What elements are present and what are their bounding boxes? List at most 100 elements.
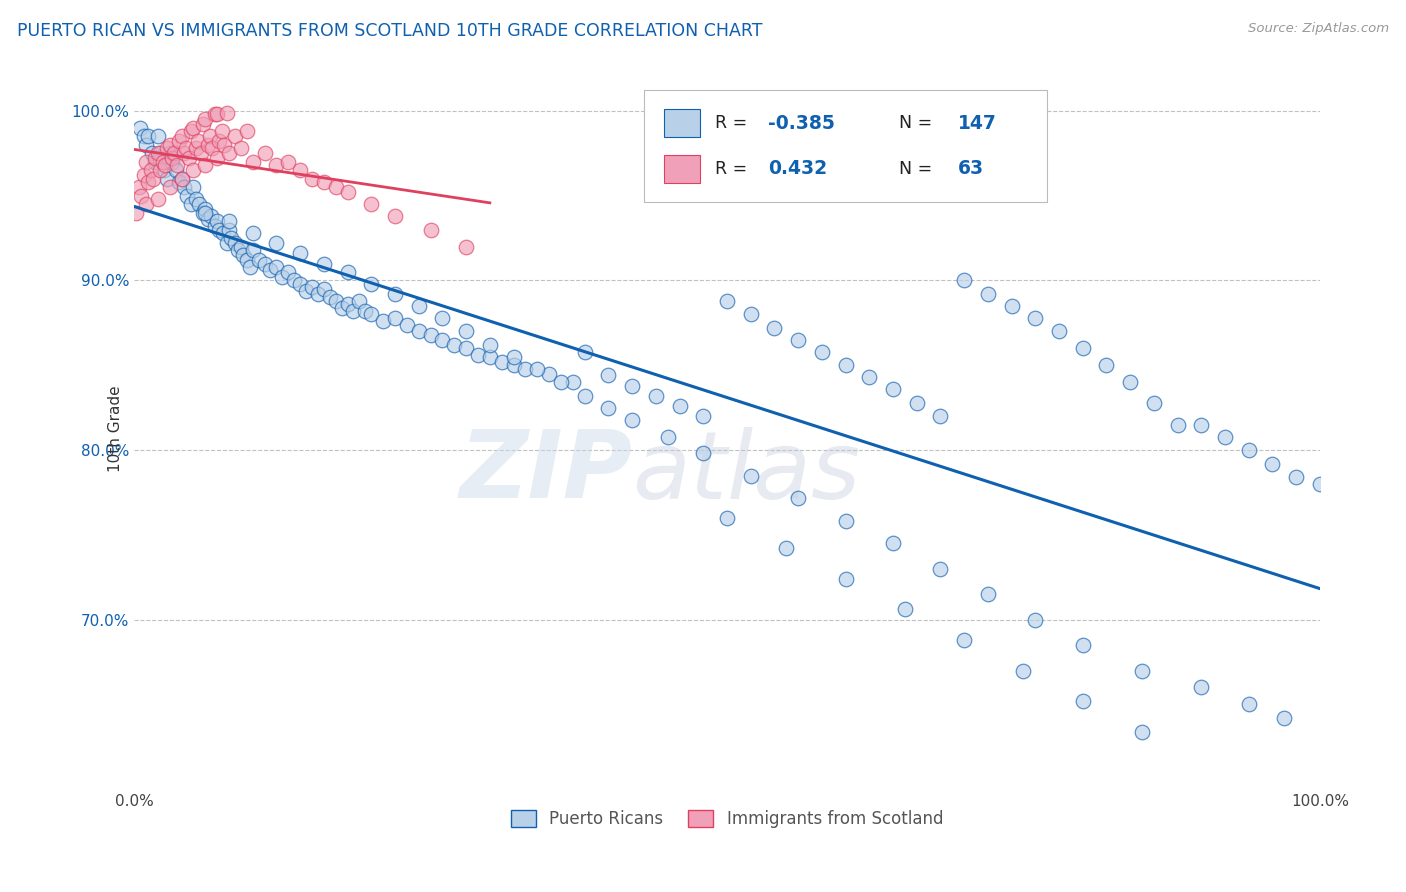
Point [301,280,323,294]
Point [384,287,406,301]
Point [221,231,243,245]
Text: 63: 63 [957,160,984,178]
Point [787,333,810,347]
Point [953,632,976,647]
Text: N =: N = [898,160,938,178]
Point [167,175,190,189]
Point [502,350,524,364]
Point [905,395,928,409]
Point [515,361,537,376]
Point [644,389,666,403]
Point [194,205,217,219]
Point [467,348,489,362]
Point [1130,664,1153,678]
Point [271,270,294,285]
Point [139,163,162,178]
Point [953,273,976,287]
Point [834,572,856,586]
Text: R =: R = [716,114,752,132]
Point [239,260,262,274]
Point [775,541,797,556]
Point [200,209,222,223]
Point [598,368,620,383]
Point [208,135,231,149]
Point [242,154,264,169]
Point [1130,724,1153,739]
Point [319,290,342,304]
Point [929,409,952,424]
Point [212,137,235,152]
Point [156,171,179,186]
Point [360,277,382,291]
Point [395,318,418,332]
Point [215,236,238,251]
Point [253,146,276,161]
Point [232,248,254,262]
Point [325,293,347,308]
Point [1213,429,1236,443]
Point [692,446,714,460]
Point [312,175,335,189]
Point [342,304,364,318]
Point [253,256,276,270]
Point [1237,698,1260,712]
Point [1024,613,1046,627]
Point [152,154,174,169]
Point [259,263,281,277]
Point [419,222,441,236]
Point [1071,638,1094,652]
Point [132,129,155,144]
Point [349,293,371,308]
Text: 0.432: 0.432 [769,160,828,178]
Point [266,236,288,251]
Point [176,188,198,202]
Point [136,129,159,144]
Point [1261,457,1284,471]
Point [242,226,264,240]
Point [266,260,288,274]
Point [156,141,179,155]
Point [977,587,1000,601]
Point [235,253,257,268]
Text: R =: R = [716,160,752,178]
Point [205,214,228,228]
Point [384,310,406,325]
Point [136,175,159,189]
Point [170,171,193,186]
Point [149,146,172,161]
FancyBboxPatch shape [664,109,700,137]
Point [740,468,762,483]
Point [312,282,335,296]
Point [692,409,714,424]
Point [184,141,207,155]
Point [574,344,596,359]
Point [160,154,183,169]
Text: 147: 147 [957,113,997,133]
Point [408,324,430,338]
Point [432,333,454,347]
Point [1071,341,1094,355]
Text: PUERTO RICAN VS IMMIGRANTS FROM SCOTLAND 10TH GRADE CORRELATION CHART: PUERTO RICAN VS IMMIGRANTS FROM SCOTLAND… [17,22,762,40]
Point [478,350,501,364]
Point [165,163,187,178]
Point [204,107,226,121]
Point [204,219,226,234]
Point [184,192,207,206]
Point [142,171,165,186]
Point [187,135,209,149]
Point [325,180,347,194]
Point [194,112,217,127]
Point [205,107,228,121]
Point [183,120,205,135]
Point [288,163,311,178]
Text: ZIP: ZIP [460,426,633,518]
Point [621,378,644,392]
Point [787,491,810,505]
Point [456,324,478,338]
Point [174,141,197,155]
Point [212,226,235,240]
Point [456,239,478,253]
Point [242,243,264,257]
Point [561,376,583,390]
Point [215,105,238,120]
